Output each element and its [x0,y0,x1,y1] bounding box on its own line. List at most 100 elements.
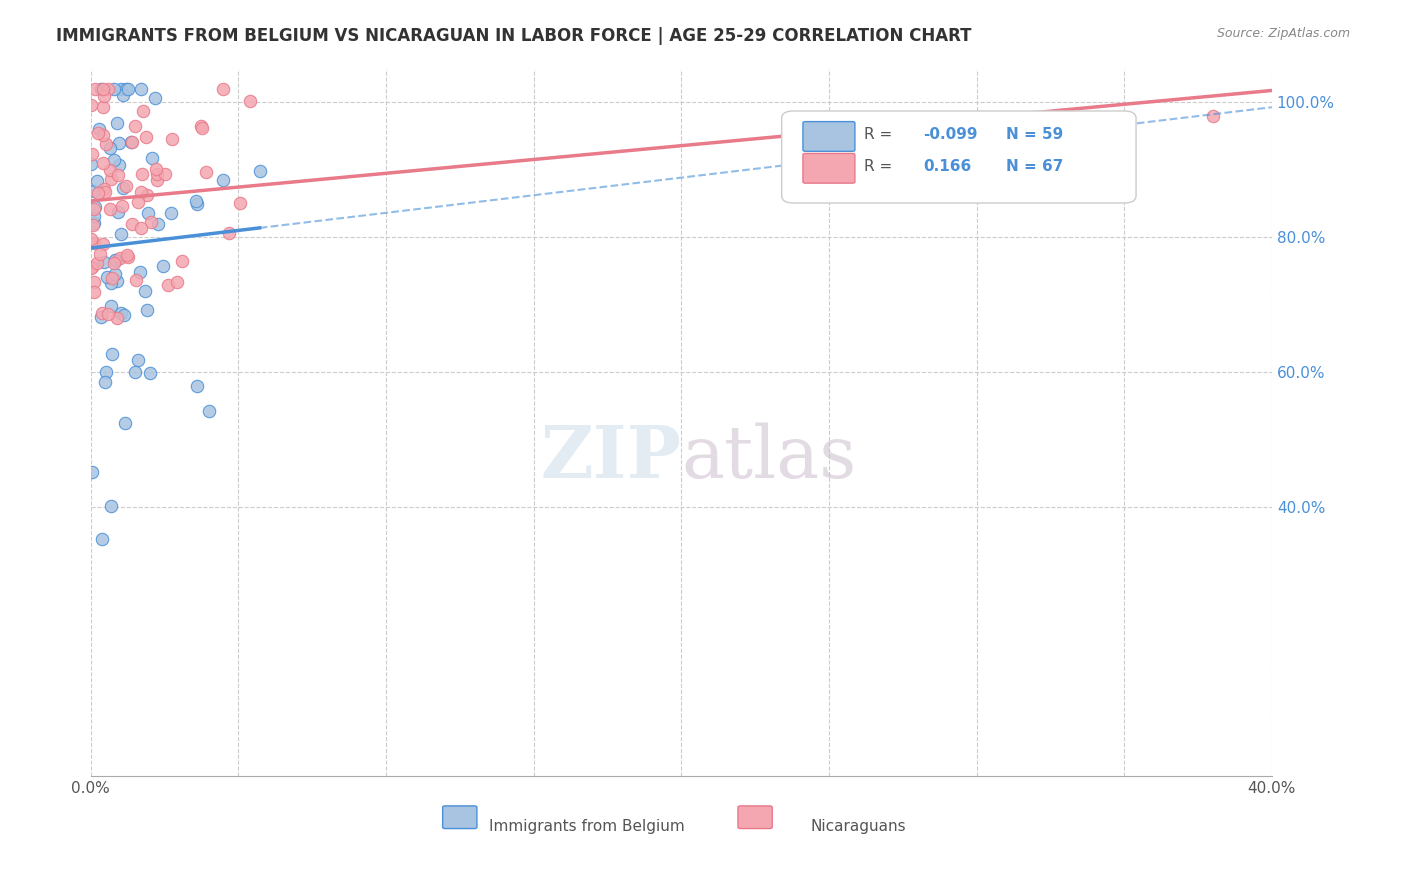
FancyBboxPatch shape [782,111,1136,203]
Point [97,81,120,95]
Point [139,366,162,380]
Text: ZIP: ZIP [540,422,682,493]
Text: N = 59: N = 59 [1007,127,1063,142]
Point [83,285,105,299]
Point [218,227,240,241]
Point [112,88,135,103]
Point [129,221,152,235]
Point [108,158,131,172]
Text: 0.166: 0.166 [924,159,972,174]
Point [96,136,118,151]
Point [115,81,138,95]
Point [82,260,104,274]
Point [124,365,146,379]
Point [184,194,207,208]
Text: R =: R = [865,159,897,174]
Point [111,199,134,213]
Text: Source: ZipAtlas.com: Source: ZipAtlas.com [1216,27,1350,40]
Point [132,103,155,118]
Point [110,227,132,242]
Point [166,275,188,289]
Point [91,101,114,115]
Point [79,97,101,112]
Point [121,135,143,149]
Point [82,218,104,232]
Point [110,81,132,95]
Point [127,195,149,210]
Text: -0.099: -0.099 [924,127,979,142]
Point [127,353,149,368]
Point [83,275,105,289]
Point [135,130,157,145]
FancyBboxPatch shape [443,805,477,829]
Point [186,379,208,393]
Point [91,81,114,95]
Point [97,307,120,321]
Point [134,285,156,299]
Text: atlas: atlas [682,423,856,493]
Point [80,232,103,246]
Point [105,311,128,326]
Point [91,236,114,251]
Point [190,120,212,135]
Point [96,270,118,285]
Point [90,310,112,325]
Point [104,268,127,282]
Point [80,261,103,276]
Point [212,173,235,187]
Point [103,256,125,270]
Point [103,81,125,95]
Point [107,204,129,219]
Point [107,168,129,182]
Point [91,532,114,546]
Point [152,259,174,273]
Point [98,162,121,177]
Point [98,141,121,155]
Point [103,153,125,167]
Point [229,196,252,211]
Point [186,197,208,211]
Point [239,94,262,108]
Point [83,216,105,230]
Point [91,128,114,142]
Point [141,151,163,165]
Point [90,81,112,95]
Point [129,186,152,200]
Point [100,171,122,186]
Point [125,273,148,287]
Point [249,164,271,178]
Point [136,188,159,202]
Point [86,174,108,188]
Point [84,81,107,95]
Point [141,215,163,229]
Point [94,365,117,379]
Point [94,376,117,390]
Point [90,305,112,319]
Point [87,126,110,140]
Point [114,416,136,430]
Point [105,274,128,288]
Point [108,251,131,265]
Text: Nicaraguans: Nicaraguans [811,819,907,834]
Point [112,308,135,322]
Point [198,403,221,417]
Point [129,81,152,95]
Point [80,146,103,161]
Point [89,122,111,136]
Point [91,155,114,169]
FancyBboxPatch shape [803,121,855,152]
Point [160,132,183,146]
Point [107,136,129,151]
Point [120,136,142,150]
Point [100,271,122,285]
Point [115,248,138,262]
Point [160,206,183,220]
Point [100,276,122,290]
Point [83,200,105,214]
Point [93,89,115,103]
FancyBboxPatch shape [738,805,772,829]
Point [145,91,167,105]
Point [93,182,115,196]
Point [114,179,136,194]
Point [153,167,176,181]
